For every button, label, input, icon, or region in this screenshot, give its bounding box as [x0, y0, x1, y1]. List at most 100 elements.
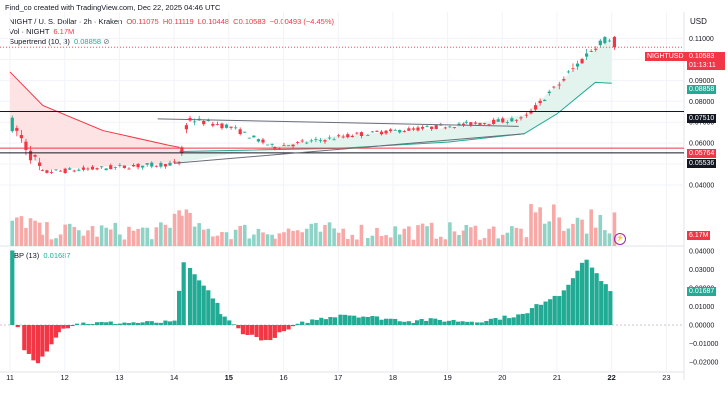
- bbp-bar: [469, 321, 474, 325]
- volume-bar: [598, 214, 603, 246]
- candle-body: [256, 139, 261, 142]
- volume-bar: [277, 233, 282, 246]
- bbp-bar: [104, 322, 109, 325]
- bbp-bar: [201, 285, 206, 325]
- bbp-legend[interactable]: BBP (13) 0.01687: [9, 251, 71, 260]
- volume-bar: [538, 207, 542, 246]
- volume-bar: [529, 204, 533, 246]
- volume-bar: [438, 236, 443, 246]
- volume-bar: [261, 232, 265, 246]
- candle-body: [566, 71, 570, 73]
- candle-body: [172, 161, 177, 163]
- bbp-bar: [319, 317, 324, 325]
- bbp-bar: [511, 317, 516, 325]
- candle-body: [473, 122, 478, 124]
- symbol-legend[interactable]: NIGHT / U. S. Dollar · 2h · Kraken O0.11…: [9, 17, 334, 26]
- overlay-lines: [0, 46, 684, 164]
- bbp-bar: [61, 325, 66, 329]
- volume-bar: [242, 224, 247, 246]
- volume-bar: [434, 238, 439, 246]
- bbp-bar: [347, 315, 352, 325]
- volume-bar: [318, 231, 323, 246]
- supertrend-legend[interactable]: Supertrend (10, 3) 0.08858 ⊘: [9, 37, 109, 46]
- bbp-bar: [177, 290, 182, 325]
- bbp-tick-label: −0.02000: [689, 360, 718, 367]
- volume-bar: [402, 228, 407, 246]
- bbp-bar: [277, 325, 282, 333]
- bbp-bar: [332, 317, 338, 325]
- eye-off-icon[interactable]: ⊘: [103, 37, 110, 46]
- volume-bar: [309, 223, 314, 246]
- candle-body: [407, 128, 411, 131]
- volume-bars: [10, 204, 617, 246]
- candle-body: [270, 143, 274, 145]
- bbp-bar: [65, 325, 70, 329]
- symbol-title: NIGHT / U. S. Dollar · 2h · Kraken: [9, 17, 123, 26]
- bbp-bar: [534, 304, 539, 325]
- bbp-bar: [488, 318, 494, 325]
- volume-bar: [407, 226, 411, 246]
- volume-legend[interactable]: Vol · NIGHT 6.17M: [9, 27, 74, 36]
- bbp-bar: [94, 322, 100, 325]
- volume-bar: [49, 239, 54, 246]
- volume-bar: [533, 212, 538, 246]
- bbp-bar: [131, 322, 136, 325]
- bbp-bar: [56, 325, 61, 333]
- volume-bar: [448, 222, 452, 246]
- candle-body: [118, 165, 122, 166]
- trendline: [174, 133, 525, 164]
- bbp-bar: [300, 321, 305, 325]
- volume-bar: [172, 213, 177, 246]
- bbp-bar: [305, 322, 310, 325]
- volume-bar: [45, 222, 49, 246]
- bbp-bar: [516, 314, 521, 325]
- bbp-bar: [108, 321, 113, 325]
- bbp-bar: [85, 324, 91, 325]
- candle-body: [45, 170, 49, 173]
- supertrend-up-area: [179, 40, 612, 163]
- candle-body: [478, 122, 482, 125]
- candle-body: [90, 166, 95, 170]
- candle-body: [612, 36, 617, 48]
- bbp-bar: [451, 319, 456, 325]
- bbp-bar: [272, 325, 277, 338]
- bbp-bar: [140, 322, 145, 325]
- candle-body: [49, 172, 54, 173]
- bbp-bar: [210, 298, 215, 325]
- bbp-bar: [206, 290, 211, 325]
- candle-body: [552, 86, 556, 88]
- volume-bar: [99, 225, 104, 246]
- candle-body: [580, 59, 584, 64]
- bbp-bar: [543, 301, 548, 325]
- volume-bar: [575, 217, 580, 246]
- candle-body: [355, 132, 359, 134]
- candle-body: [594, 48, 598, 50]
- bbp-tick-label: 0.01000: [689, 304, 714, 311]
- candle-body: [538, 100, 542, 104]
- price-tick-label: 0.08000: [689, 99, 714, 106]
- candle-body: [375, 130, 379, 132]
- volume-bar: [220, 231, 224, 246]
- time-tick-label: 18: [389, 373, 397, 382]
- bbp-bar: [520, 313, 525, 325]
- volume-bar: [180, 215, 184, 246]
- bbp-bar: [231, 324, 236, 325]
- volume-bar: [461, 230, 466, 246]
- volume-bar: [411, 239, 416, 246]
- volume-bar: [63, 224, 67, 246]
- volume-bar: [375, 228, 379, 246]
- bbp-bar: [433, 318, 438, 325]
- volume-bar: [355, 239, 359, 246]
- volume-bar: [510, 226, 514, 246]
- candle-body: [411, 128, 416, 130]
- candle-body: [607, 40, 612, 42]
- volume-bar: [108, 229, 113, 246]
- volume-bar: [168, 227, 172, 246]
- bbp-bar: [570, 278, 576, 325]
- candle-body: [193, 121, 197, 123]
- volume-bar: [215, 235, 220, 246]
- lightning-icon[interactable]: ⚡: [614, 233, 626, 245]
- bbp-bar: [388, 318, 393, 325]
- candle-body: [461, 123, 466, 125]
